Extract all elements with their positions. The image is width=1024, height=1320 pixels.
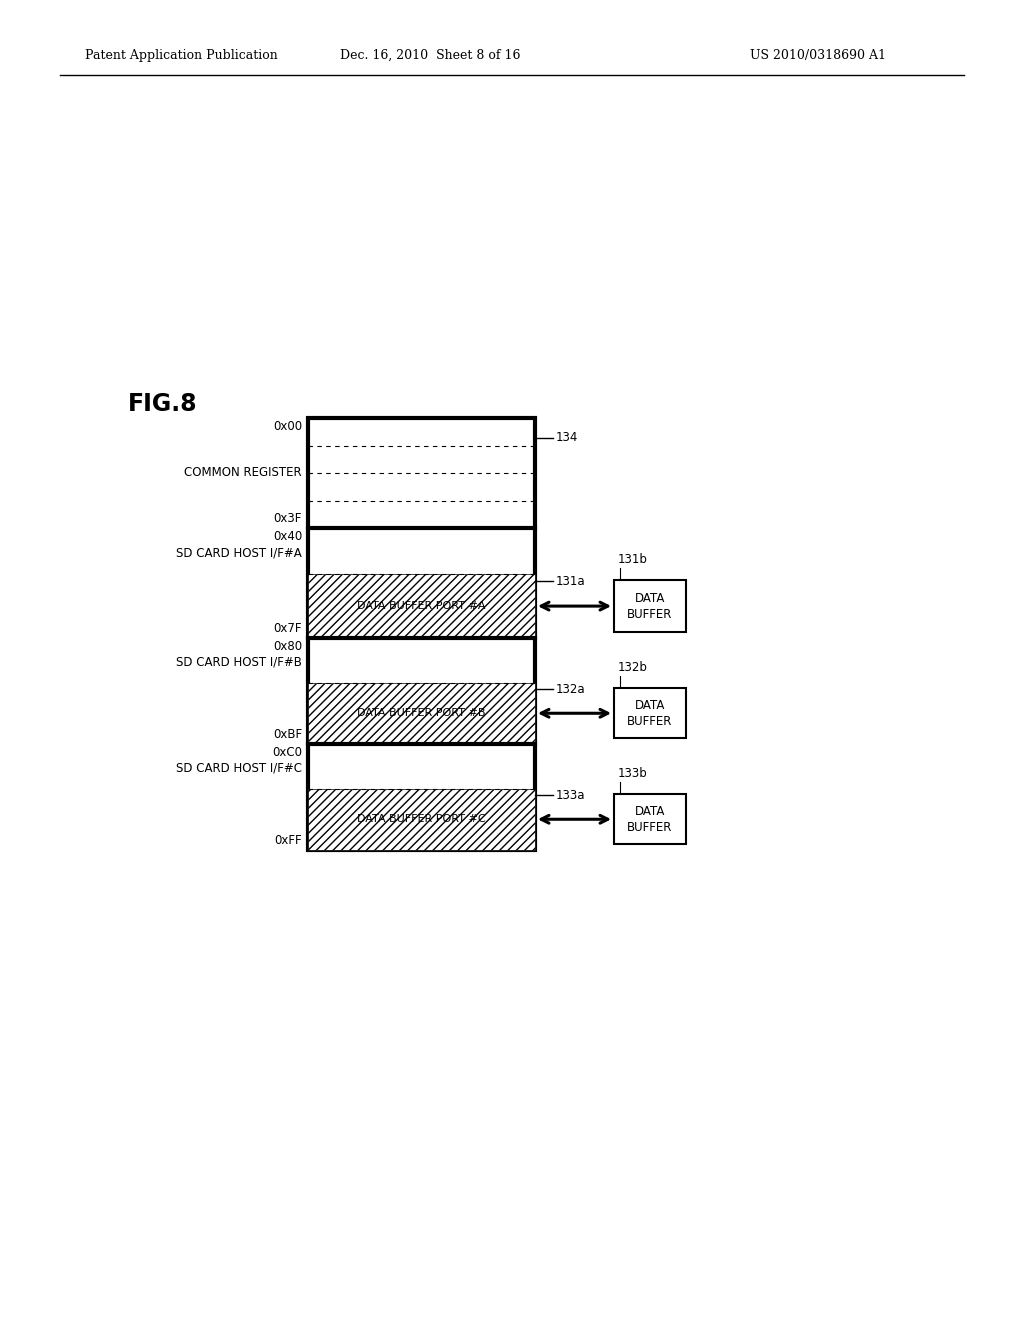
Text: 0xFF: 0xFF xyxy=(274,834,302,847)
Text: 134: 134 xyxy=(556,432,579,445)
Text: 133b: 133b xyxy=(618,767,648,780)
Text: DATA
BUFFER: DATA BUFFER xyxy=(628,805,673,834)
Bar xyxy=(614,579,686,632)
Text: Patent Application Publication: Patent Application Publication xyxy=(85,49,278,62)
Text: DATA BUFFER PORT #C: DATA BUFFER PORT #C xyxy=(357,814,485,824)
Text: SD CARD HOST I/F#A: SD CARD HOST I/F#A xyxy=(176,546,302,560)
Text: SD CARD HOST I/F#C: SD CARD HOST I/F#C xyxy=(176,762,302,775)
Bar xyxy=(614,795,686,845)
Bar xyxy=(308,418,535,850)
Bar xyxy=(308,682,535,744)
Text: 0xC0: 0xC0 xyxy=(272,746,302,759)
Text: DATA
BUFFER: DATA BUFFER xyxy=(628,698,673,727)
Text: DATA
BUFFER: DATA BUFFER xyxy=(628,591,673,620)
Text: 131b: 131b xyxy=(618,553,648,566)
Text: 0x7F: 0x7F xyxy=(273,622,302,635)
Text: Dec. 16, 2010  Sheet 8 of 16: Dec. 16, 2010 Sheet 8 of 16 xyxy=(340,49,520,62)
Text: 0x80: 0x80 xyxy=(272,640,302,653)
Text: 133a: 133a xyxy=(556,788,586,801)
Bar xyxy=(614,688,686,738)
Text: 0x3F: 0x3F xyxy=(273,512,302,525)
Text: 132b: 132b xyxy=(618,661,648,675)
Text: FIG.8: FIG.8 xyxy=(128,392,198,416)
Text: DATA BUFFER PORT #B: DATA BUFFER PORT #B xyxy=(357,709,485,718)
Text: DATA BUFFER PORT #A: DATA BUFFER PORT #A xyxy=(357,601,485,611)
Text: SD CARD HOST I/F#B: SD CARD HOST I/F#B xyxy=(176,656,302,669)
Text: 131a: 131a xyxy=(556,574,586,587)
Text: 132a: 132a xyxy=(556,682,586,696)
Text: US 2010/0318690 A1: US 2010/0318690 A1 xyxy=(750,49,886,62)
Bar xyxy=(308,574,535,638)
Text: 0x00: 0x00 xyxy=(272,420,302,433)
Text: 0x40: 0x40 xyxy=(272,531,302,543)
Text: COMMON REGISTER: COMMON REGISTER xyxy=(184,466,302,479)
Text: 0xBF: 0xBF xyxy=(272,729,302,741)
Bar xyxy=(308,788,535,850)
